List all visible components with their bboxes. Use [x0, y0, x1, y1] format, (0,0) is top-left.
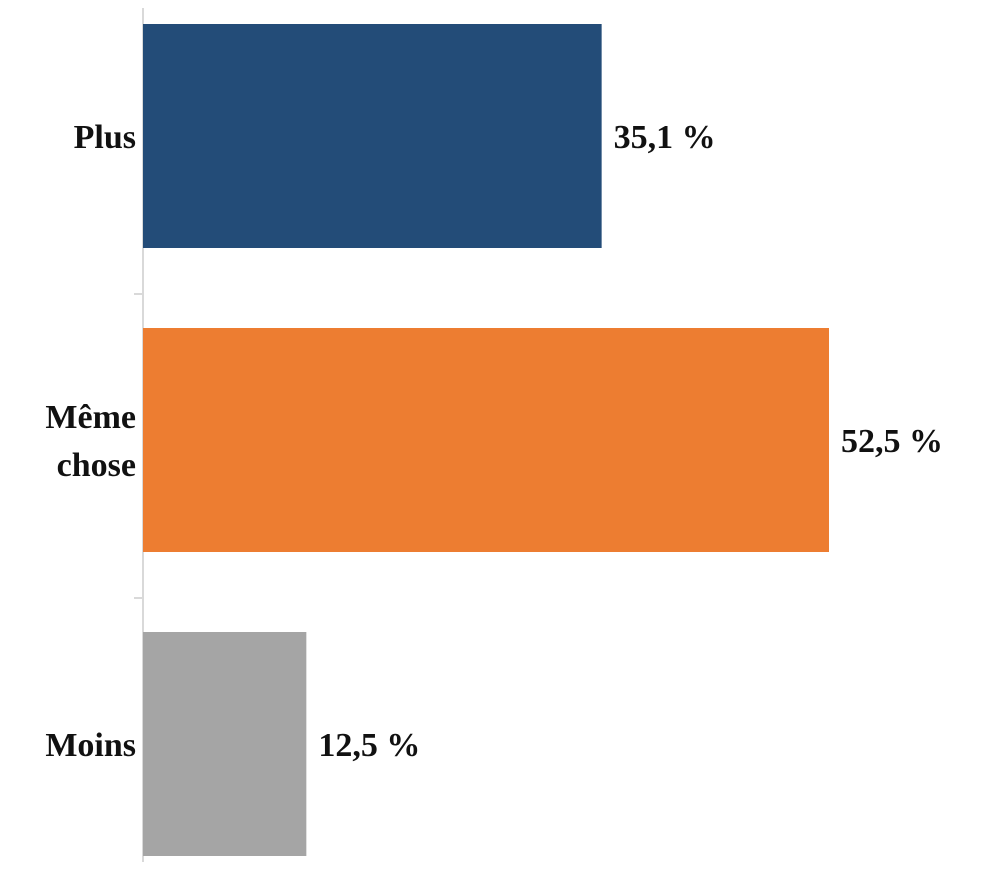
bars-group [143, 24, 829, 856]
category-labels-group: Plus Même chose Moins [45, 119, 136, 764]
category-label: Même chose [45, 399, 136, 484]
value-labels-group: 35,1 % 52,5 % 12,5 % [318, 119, 943, 764]
bar [143, 328, 829, 552]
category-axis-ticks [134, 293, 143, 599]
category-label: Plus [74, 119, 136, 156]
data-label: 52,5 % [841, 423, 943, 460]
data-label: 12,5 % [318, 727, 420, 764]
data-label: 35,1 % [614, 119, 716, 156]
category-label-line: Plus [74, 119, 136, 156]
bar [143, 24, 602, 248]
category-label-line: Même [45, 399, 136, 436]
category-label: Moins [45, 727, 136, 764]
category-label-line: chose [57, 447, 136, 484]
bar [143, 632, 307, 856]
category-label-line: Moins [45, 727, 136, 764]
